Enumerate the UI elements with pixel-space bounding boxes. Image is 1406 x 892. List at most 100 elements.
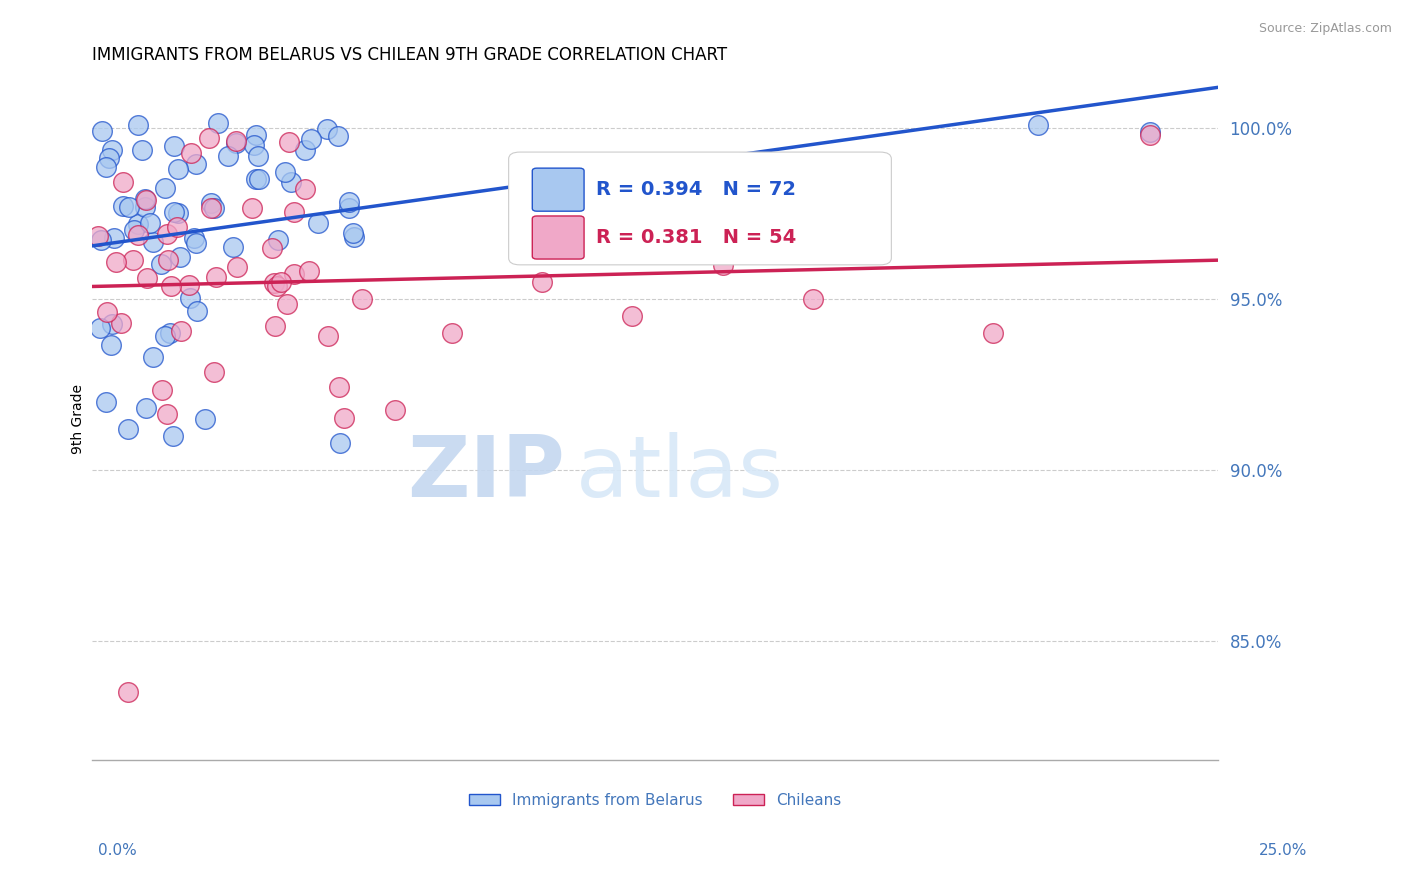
Point [135, 193, 157, 207]
Point [103, 231, 125, 245]
Point [198, 131, 221, 145]
Point [166, 161, 188, 176]
Point [118, 200, 141, 214]
Point [136, 271, 159, 285]
Point [1139, 128, 1161, 142]
Text: IMMIGRANTS FROM BELARUS VS CHILEAN 9TH GRADE CORRELATION CHART: IMMIGRANTS FROM BELARUS VS CHILEAN 9TH G… [93, 46, 727, 64]
Point [315, 122, 337, 136]
Point [222, 240, 245, 254]
Text: ZIP: ZIP [408, 432, 565, 515]
Point [184, 236, 207, 251]
Point [127, 118, 149, 132]
Point [384, 402, 406, 417]
Point [266, 278, 288, 293]
Point [243, 137, 266, 152]
Text: Source: ZipAtlas.com: Source: ZipAtlas.com [1258, 22, 1392, 36]
Point [141, 350, 163, 364]
Point [101, 318, 124, 332]
Point [169, 250, 191, 264]
Point [153, 329, 176, 343]
Point [328, 380, 350, 394]
Point [328, 128, 350, 143]
Point [87, 229, 110, 244]
Point [156, 227, 179, 241]
Text: R = 0.381   N = 54: R = 0.381 N = 54 [596, 228, 797, 247]
Point [166, 206, 188, 220]
Point [226, 260, 249, 274]
Point [294, 182, 316, 196]
Point [204, 269, 226, 284]
Point [122, 252, 145, 267]
FancyBboxPatch shape [533, 168, 583, 211]
Point [163, 205, 186, 219]
Point [122, 223, 145, 237]
Point [117, 422, 139, 436]
Point [127, 227, 149, 242]
Point [104, 255, 127, 269]
Point [245, 128, 267, 142]
Point [217, 148, 239, 162]
FancyBboxPatch shape [533, 216, 583, 259]
Point [90, 233, 112, 247]
Point [163, 139, 186, 153]
Point [225, 134, 247, 148]
Point [333, 411, 356, 425]
Point [156, 253, 179, 268]
Point [270, 275, 292, 289]
Point [342, 226, 364, 240]
Point [94, 160, 117, 174]
Point [96, 304, 118, 318]
Point [138, 216, 160, 230]
Point [276, 297, 298, 311]
Point [155, 181, 177, 195]
Point [162, 428, 184, 442]
Point [245, 171, 267, 186]
Point [352, 292, 374, 306]
Point [278, 136, 301, 150]
Point [200, 195, 222, 210]
Point [283, 267, 305, 281]
Point [166, 219, 188, 234]
Point [225, 136, 247, 150]
Point [294, 143, 316, 157]
Point [135, 401, 157, 416]
Point [441, 326, 464, 341]
Point [280, 175, 302, 189]
Point [299, 131, 322, 145]
Point [110, 316, 132, 330]
Point [247, 172, 270, 186]
Text: 0.0%: 0.0% [98, 843, 138, 858]
Point [274, 165, 297, 179]
Point [180, 146, 202, 161]
Point [183, 231, 205, 245]
Point [263, 277, 285, 291]
Point [621, 309, 644, 323]
Legend: Immigrants from Belarus, Chileans: Immigrants from Belarus, Chileans [463, 787, 846, 814]
Point [131, 143, 153, 157]
Point [711, 258, 734, 272]
Point [307, 216, 329, 230]
Point [200, 201, 222, 215]
Point [283, 205, 305, 219]
Point [91, 124, 114, 138]
Point [981, 326, 1004, 341]
Point [186, 157, 208, 171]
Point [111, 199, 134, 213]
Point [150, 257, 173, 271]
Point [240, 201, 263, 215]
Point [531, 275, 554, 289]
FancyBboxPatch shape [509, 152, 891, 265]
Point [134, 192, 156, 206]
Point [1139, 124, 1161, 138]
Y-axis label: 9th Grade: 9th Grade [72, 384, 86, 454]
Text: 25.0%: 25.0% [1260, 843, 1308, 858]
Point [142, 235, 165, 249]
Point [179, 291, 201, 305]
Point [127, 218, 149, 232]
Point [316, 329, 339, 343]
Point [94, 394, 117, 409]
Point [337, 195, 360, 210]
Point [177, 278, 200, 293]
Point [202, 365, 225, 379]
Text: R = 0.394   N = 72: R = 0.394 N = 72 [596, 180, 796, 199]
